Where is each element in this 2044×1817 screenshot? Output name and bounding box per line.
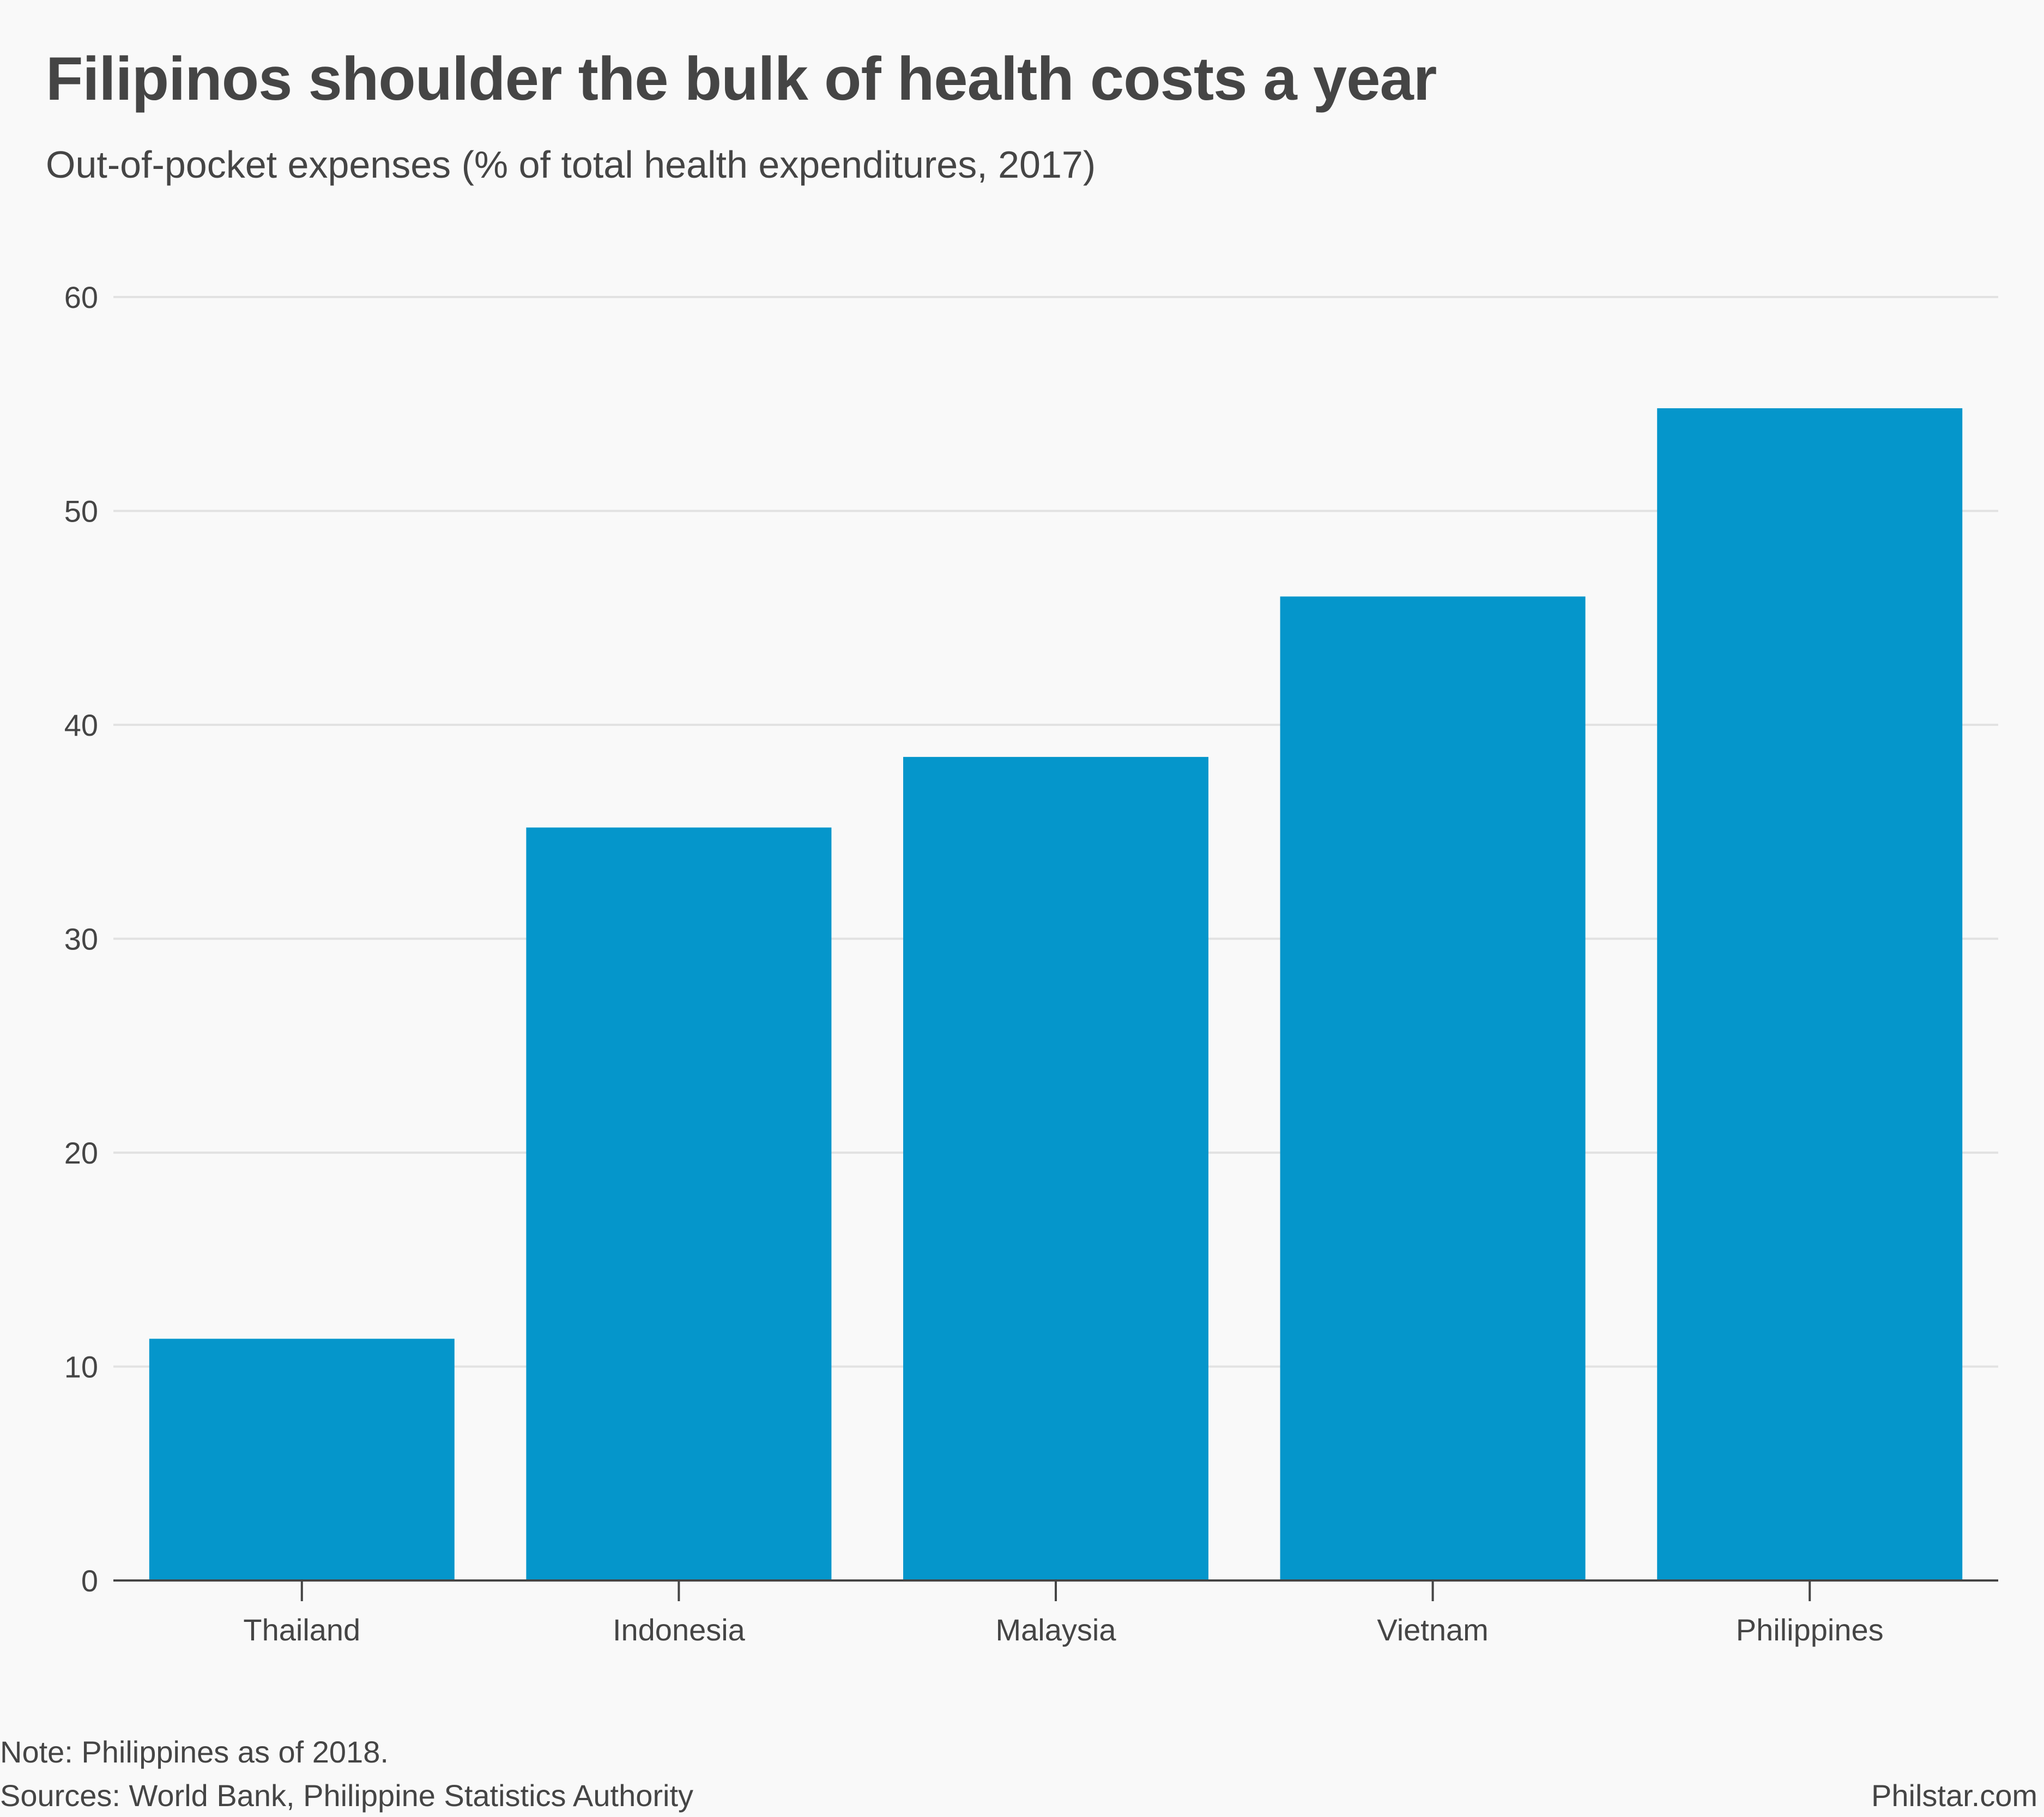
x-tick-label: Indonesia xyxy=(613,1613,746,1647)
x-axis: Thailand Indonesia Malaysia Vietnam Philippi… xyxy=(113,1579,1998,1647)
y-axis-ticks: 0 10 20 30 40 50 60 xyxy=(64,280,98,1598)
y-tick-label: 60 xyxy=(64,280,98,314)
x-tick-label: Vietnam xyxy=(1377,1613,1488,1647)
bar-vietnam xyxy=(1280,596,1586,1580)
y-tick-label: 50 xyxy=(64,494,98,529)
y-tick-label: 20 xyxy=(64,1136,98,1170)
y-tick-label: 0 xyxy=(81,1564,98,1598)
footer-credit: Philstar.com xyxy=(1871,1778,2037,1813)
y-tick-label: 10 xyxy=(64,1350,98,1384)
bars xyxy=(149,408,1963,1580)
bar-thailand xyxy=(149,1338,455,1580)
footer-note: Note: Philippines as of 2018. xyxy=(0,1735,389,1769)
y-tick-label: 40 xyxy=(64,708,98,742)
x-tick-label: Philippines xyxy=(1736,1613,1884,1647)
chart-title: Filipinos shoulder the bulk of health co… xyxy=(46,45,1437,113)
footer-sources: Sources: World Bank, Philippine Statisti… xyxy=(0,1778,694,1813)
chart-subtitle: Out-of-pocket expenses (% of total healt… xyxy=(46,143,1096,186)
y-tick-label: 30 xyxy=(64,922,98,956)
x-tick-label: Malaysia xyxy=(996,1613,1117,1647)
bar-philippines xyxy=(1657,408,1963,1580)
x-tick-label: Thailand xyxy=(243,1613,360,1647)
bar-indonesia xyxy=(526,827,832,1580)
bar-malaysia xyxy=(903,756,1208,1580)
